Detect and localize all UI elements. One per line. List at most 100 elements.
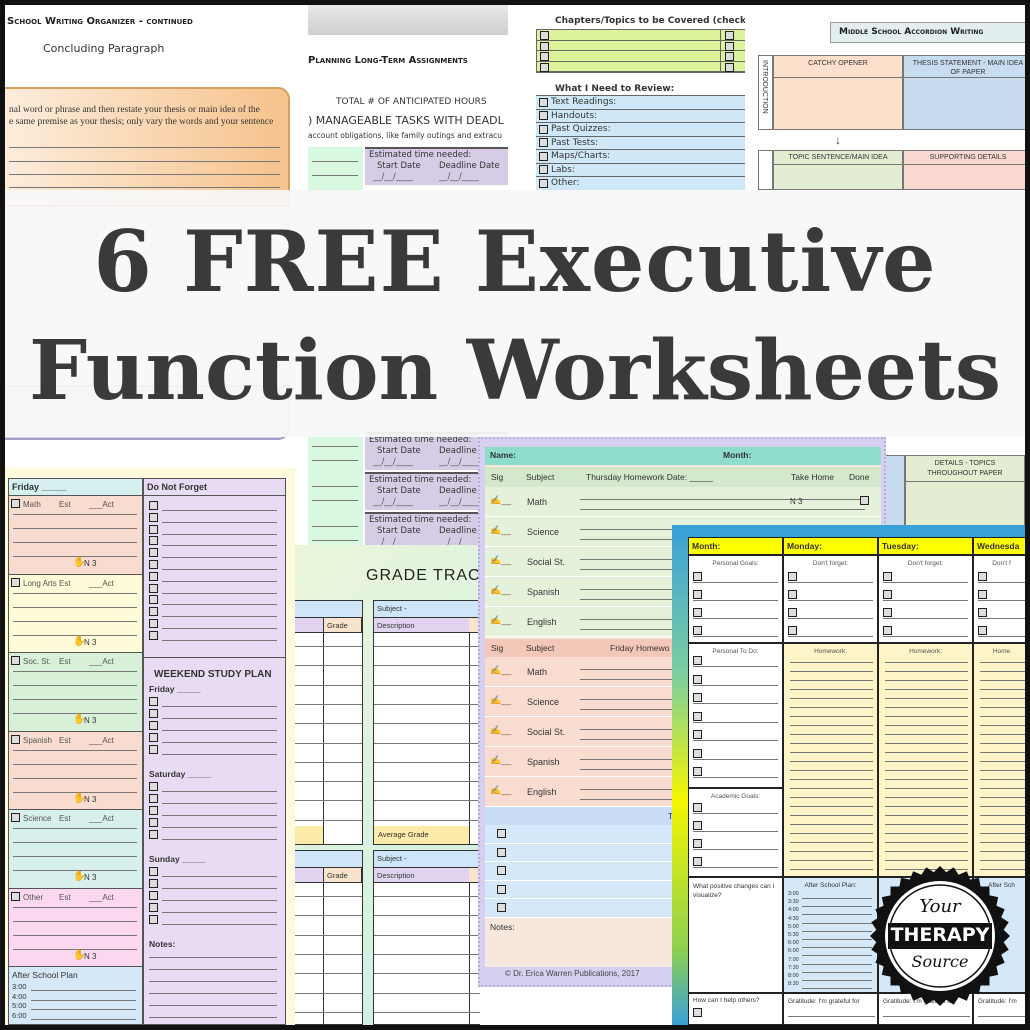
subject-name: Science [527, 697, 560, 707]
checkbox[interactable] [497, 866, 506, 875]
checkbox[interactable] [693, 656, 702, 665]
divider [144, 657, 285, 658]
checkbox[interactable] [149, 830, 158, 839]
checkbox[interactable] [497, 903, 506, 912]
checkbox[interactable] [978, 626, 987, 635]
ruled-line [162, 815, 277, 816]
checkbox[interactable] [693, 693, 702, 702]
checkbox[interactable] [540, 31, 549, 40]
checkbox[interactable] [149, 891, 158, 900]
checkbox[interactable] [788, 608, 797, 617]
checkbox[interactable] [693, 711, 702, 721]
start-date-blank: __/__/____ [373, 537, 413, 547]
checkbox[interactable] [149, 583, 158, 593]
checkbox[interactable] [11, 577, 20, 587]
checkbox[interactable] [693, 767, 702, 776]
checkbox[interactable] [497, 884, 506, 894]
checkbox[interactable] [149, 501, 158, 510]
checkbox[interactable] [693, 674, 702, 684]
checkbox[interactable] [149, 879, 158, 888]
checkbox[interactable] [883, 590, 892, 599]
checkbox[interactable] [149, 709, 158, 718]
ruled-line [885, 806, 968, 807]
checkbox[interactable] [693, 821, 702, 830]
ruled-line [802, 922, 872, 924]
checkbox[interactable] [725, 31, 734, 40]
checkbox[interactable] [539, 178, 548, 188]
checkbox[interactable] [539, 97, 548, 107]
accordion-title: Middle School Accordion Writing [830, 22, 1025, 43]
ruled-line [295, 973, 362, 975]
ruled-line [980, 689, 1025, 690]
checkbox[interactable] [539, 165, 548, 175]
checkbox[interactable] [149, 806, 158, 815]
checkbox[interactable] [978, 572, 987, 581]
checkbox[interactable] [149, 867, 158, 876]
checkbox[interactable] [725, 62, 734, 72]
checkbox[interactable] [693, 590, 702, 599]
checkbox[interactable] [540, 62, 549, 72]
checkbox[interactable] [149, 818, 158, 827]
checkbox[interactable] [149, 630, 158, 640]
checkbox[interactable] [149, 595, 158, 605]
checkbox[interactable] [149, 607, 158, 617]
checkbox[interactable] [788, 590, 797, 599]
personal-goals-label: Personal Goals: [712, 560, 759, 567]
checkbox[interactable] [693, 730, 702, 739]
checkbox[interactable] [11, 499, 20, 508]
ruled-line [162, 706, 277, 707]
checkbox[interactable] [149, 721, 158, 730]
checkbox[interactable] [497, 829, 506, 838]
checkbox[interactable] [693, 857, 702, 866]
checkbox[interactable] [693, 626, 702, 635]
ruled-line [13, 542, 137, 543]
grade-header: Grade [323, 868, 362, 883]
checkbox[interactable] [883, 626, 892, 635]
checkbox[interactable] [539, 111, 548, 121]
checkbox[interactable] [539, 124, 548, 134]
checkbox[interactable] [149, 794, 158, 803]
checkbox[interactable] [11, 656, 20, 665]
checkbox[interactable] [883, 572, 892, 581]
checkbox[interactable] [149, 536, 158, 546]
checkbox[interactable] [149, 745, 158, 754]
checkbox[interactable] [149, 697, 158, 706]
checkbox[interactable] [693, 748, 702, 758]
checkbox[interactable] [149, 915, 158, 924]
checkbox[interactable] [539, 138, 548, 148]
checkbox[interactable] [883, 608, 892, 617]
ruled-line [374, 646, 480, 647]
checkbox[interactable] [149, 733, 158, 742]
checkbox[interactable] [497, 847, 506, 857]
checkbox[interactable] [978, 590, 987, 599]
checkbox[interactable] [540, 52, 549, 61]
checkbox[interactable] [725, 41, 734, 51]
checkbox[interactable] [149, 571, 158, 581]
checkbox[interactable] [149, 548, 158, 558]
checkbox[interactable] [149, 512, 158, 522]
checkbox[interactable] [149, 619, 158, 628]
checkbox[interactable] [149, 782, 158, 791]
checkbox[interactable] [149, 524, 158, 534]
take-home-indicator: N 3 [84, 716, 97, 725]
checkbox[interactable] [788, 572, 797, 581]
checkbox[interactable] [540, 41, 549, 51]
checkbox[interactable] [11, 813, 20, 822]
checkbox[interactable] [860, 496, 869, 505]
checkbox[interactable] [149, 903, 158, 912]
checkbox[interactable] [693, 608, 702, 617]
checkbox[interactable] [693, 839, 702, 848]
checkbox[interactable] [978, 608, 987, 617]
checkbox[interactable] [788, 626, 797, 635]
checkbox[interactable] [693, 1008, 702, 1017]
checkbox[interactable] [11, 891, 20, 901]
ruled-line [9, 174, 280, 175]
checkbox[interactable] [693, 572, 702, 581]
checkbox[interactable] [149, 560, 158, 569]
ruled-line [295, 934, 362, 936]
time-estimate-block: Estimated time needed: Start Date Deadline… [365, 147, 508, 185]
checkbox[interactable] [725, 52, 734, 61]
checkbox[interactable] [11, 734, 20, 744]
checkbox[interactable] [693, 803, 702, 812]
checkbox[interactable] [539, 151, 548, 161]
